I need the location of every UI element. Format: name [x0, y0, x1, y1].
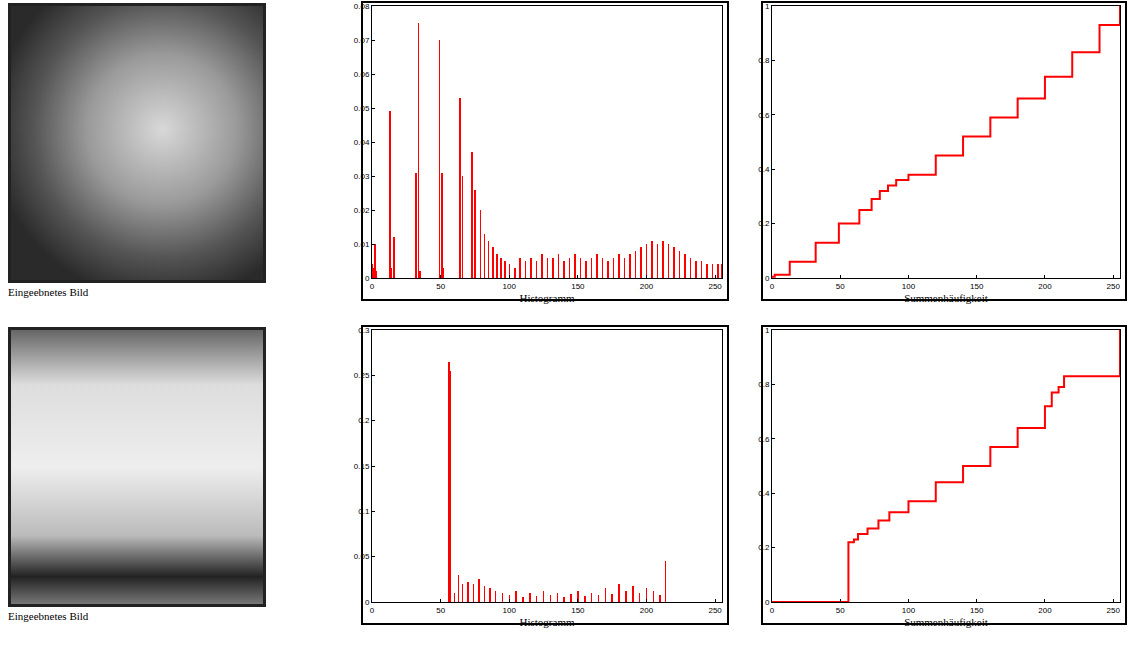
- svg-text:100: 100: [902, 606, 916, 615]
- svg-text:0: 0: [765, 274, 770, 283]
- svg-text:0.2: 0.2: [758, 543, 770, 552]
- svg-text:100: 100: [503, 282, 517, 291]
- svg-text:0.07: 0.07: [354, 36, 370, 45]
- svg-text:0.08: 0.08: [354, 2, 370, 11]
- svg-text:0.15: 0.15: [354, 462, 370, 471]
- html-text:Eingeebnetes Bild: Eingeebnetes Bild: [8, 610, 89, 622]
- svg-text:0.6: 0.6: [758, 435, 770, 444]
- svg-text:250: 250: [1107, 606, 1121, 615]
- svg-text:0.05: 0.05: [354, 552, 370, 561]
- svg-text:150: 150: [571, 282, 585, 291]
- svg-text:250: 250: [708, 606, 722, 615]
- svg-text:50: 50: [836, 282, 845, 291]
- svg-text:200: 200: [1038, 282, 1052, 291]
- svg-text:1: 1: [765, 2, 770, 11]
- svg-text:0.2: 0.2: [758, 219, 770, 228]
- svg-text:0: 0: [365, 274, 370, 283]
- svg-text:0.06: 0.06: [354, 70, 370, 79]
- svg-text:100: 100: [902, 282, 916, 291]
- svg-text:200: 200: [640, 282, 654, 291]
- svg-text:Histogramm: Histogramm: [520, 292, 575, 304]
- svg-text:150: 150: [970, 606, 984, 615]
- svg-text:50: 50: [436, 606, 445, 615]
- svg-text:200: 200: [640, 606, 654, 615]
- svg-text:0: 0: [365, 598, 370, 607]
- svg-text:0: 0: [770, 282, 775, 291]
- svg-text:0.03: 0.03: [354, 172, 370, 181]
- svg-text:Summenhäufigkeit: Summenhäufigkeit: [904, 292, 988, 304]
- svg-text:0.2: 0.2: [358, 416, 370, 425]
- svg-text:0.01: 0.01: [354, 240, 370, 249]
- svg-text:0.1: 0.1: [358, 507, 370, 516]
- svg-text:250: 250: [1107, 282, 1121, 291]
- svg-text:0.4: 0.4: [758, 489, 770, 498]
- svg-text:50: 50: [836, 606, 845, 615]
- svg-text:0.3: 0.3: [358, 326, 370, 335]
- svg-text:0.02: 0.02: [354, 206, 370, 215]
- svg-text:0.8: 0.8: [758, 380, 770, 389]
- svg-text:0: 0: [765, 598, 770, 607]
- svg-text:150: 150: [970, 282, 984, 291]
- svg-text:0: 0: [770, 606, 775, 615]
- svg-text:0: 0: [370, 282, 375, 291]
- svg-text:250: 250: [708, 282, 722, 291]
- svg-text:150: 150: [571, 606, 585, 615]
- svg-text:0.04: 0.04: [354, 138, 370, 147]
- svg-text:0: 0: [370, 606, 375, 615]
- svg-text:50: 50: [436, 282, 445, 291]
- svg-text:200: 200: [1038, 606, 1052, 615]
- svg-text:0.05: 0.05: [354, 104, 370, 113]
- svg-text:0.4: 0.4: [758, 165, 770, 174]
- svg-text:0.25: 0.25: [354, 371, 370, 380]
- svg-text:0.6: 0.6: [758, 111, 770, 120]
- svg-text:0.8: 0.8: [758, 56, 770, 65]
- svg-text:Summenhäufigkeit: Summenhäufigkeit: [904, 616, 988, 628]
- html-text:Eingeebnetes Bild: Eingeebnetes Bild: [8, 286, 89, 298]
- svg-text:Histogramm: Histogramm: [520, 616, 575, 628]
- svg-text:100: 100: [503, 606, 517, 615]
- svg-text:1: 1: [765, 326, 770, 335]
